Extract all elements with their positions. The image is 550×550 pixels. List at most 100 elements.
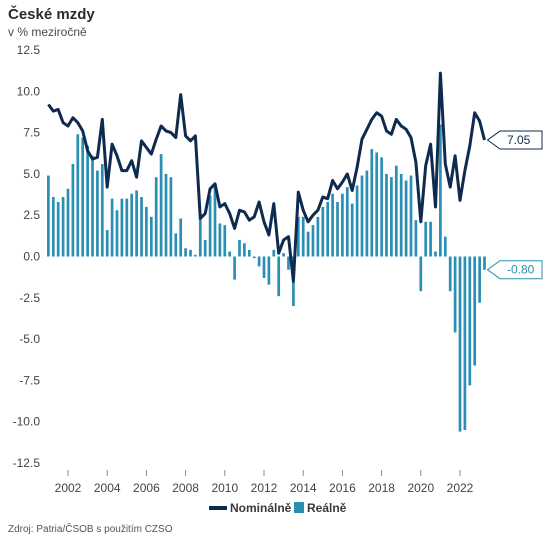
real-wage-bar: [424, 221, 428, 257]
real-wage-bar: [473, 256, 477, 366]
legend-swatch-nominal: [209, 506, 227, 510]
real-wage-bar: [145, 206, 148, 257]
legend-label-nominal: Nominálně: [230, 501, 292, 515]
legend: Nominálně Reálně: [209, 501, 347, 515]
real-wage-bar: [66, 188, 70, 257]
x-tick-label: 2018: [368, 481, 395, 495]
real-wage-bar: [247, 249, 251, 257]
real-wage-bar: [203, 239, 207, 257]
legend-swatch-real: [294, 502, 304, 513]
real-wage-bar: [81, 137, 85, 257]
real-wage-bar: [341, 193, 344, 257]
real-wage-bar: [120, 198, 124, 257]
real-wage-bar: [194, 254, 197, 257]
real-wage-bar: [169, 177, 173, 257]
real-wage-bar: [277, 256, 281, 297]
real-wage-bar: [233, 256, 236, 280]
real-wage-bar: [257, 256, 261, 267]
real-wage-bar: [149, 216, 153, 257]
real-wage-bar: [174, 233, 178, 257]
real-wage-bar: [61, 197, 65, 257]
x-tick-label: 2020: [407, 481, 434, 495]
real-wage-bar: [404, 180, 408, 257]
real-wage-bar: [448, 256, 452, 292]
x-tick-label: 2004: [94, 481, 121, 495]
source-note: Zdroj: Patria/ČSOB s použitím CZSO: [8, 524, 173, 535]
real-wage-bar: [243, 243, 246, 257]
real-wage-bar: [443, 236, 447, 257]
y-axis: 12.5 10.0 7.5 5.0 2.5 0.0 -2.5 -5.0 -7.5 -10.0 -12…: [13, 43, 41, 470]
real-wage-bar: [478, 256, 481, 303]
real-wage-bar: [238, 239, 241, 257]
real-wage-bar: [130, 193, 134, 257]
real-wage-bar: [414, 220, 418, 257]
x-tick-label: 2002: [55, 481, 82, 495]
real-wage-bar: [370, 149, 374, 257]
x-tick-label: 2008: [172, 481, 199, 495]
real-wage-bar: [321, 206, 325, 257]
real-wage-bar: [355, 185, 359, 257]
real-wage-bar: [409, 175, 413, 257]
real-wage-bar: [252, 256, 256, 259]
real-wage-bar: [51, 197, 55, 257]
real-wage-bar: [483, 256, 486, 270]
real-wage-bars: [47, 124, 486, 432]
y-tick-label: 5.0: [23, 167, 40, 181]
real-wage-bar: [380, 157, 383, 257]
y-tick-label: -10.0: [13, 415, 41, 429]
chart-title: České mzdy: [8, 6, 95, 23]
real-callout-box: [486, 260, 543, 280]
real-wage-bar: [458, 256, 462, 432]
real-callout-value: -0.80: [507, 263, 535, 277]
y-tick-label: -5.0: [19, 332, 40, 346]
x-tick-label: 2014: [290, 481, 317, 495]
real-wage-bar: [198, 213, 202, 257]
real-wage-bar: [91, 155, 94, 257]
real-wage-bar: [316, 216, 320, 257]
real-wage-bar: [164, 173, 168, 257]
real-wage-bar: [159, 154, 163, 257]
real-wage-bar: [179, 218, 183, 257]
real-wage-bar: [399, 173, 403, 257]
x-tick-label: 2010: [211, 481, 238, 495]
last-value-callouts: 7.05 -0.80: [486, 130, 543, 280]
y-tick-label: 7.5: [23, 126, 40, 140]
nominal-callout-box: [486, 130, 543, 150]
nominal-wage-line: [47, 71, 486, 283]
real-wage-bar: [468, 256, 472, 386]
y-tick-label: 2.5: [23, 208, 40, 222]
real-wage-bar: [208, 195, 212, 257]
real-wage-bar: [71, 163, 75, 257]
real-wage-bar: [394, 165, 398, 257]
real-wage-bar: [223, 225, 227, 257]
real-wage-bar: [375, 152, 379, 257]
real-wage-bar: [125, 198, 129, 257]
real-wage-bar: [86, 145, 89, 257]
real-wage-bar: [154, 177, 158, 257]
real-wage-bar: [140, 197, 143, 257]
y-tick-label: 10.0: [17, 84, 41, 98]
real-wage-bar: [218, 223, 222, 257]
real-wage-bar: [311, 225, 315, 257]
nominal-callout-value: 7.05: [507, 133, 531, 147]
y-tick-label: -12.5: [13, 456, 41, 470]
real-wage-bar: [287, 256, 290, 270]
y-tick-label: -2.5: [19, 291, 40, 305]
real-wage-bar: [262, 256, 266, 278]
real-wage-bar: [135, 190, 138, 257]
real-wage-bar: [385, 173, 388, 257]
y-tick-label: 12.5: [17, 43, 41, 57]
real-wage-bar: [350, 203, 354, 257]
real-wage-bar: [345, 187, 349, 257]
real-wage-bar: [296, 216, 300, 257]
y-tick-label: 0.0: [23, 250, 40, 264]
real-wage-bar: [282, 253, 285, 257]
real-wage-bar: [76, 134, 80, 257]
real-wage-bar: [272, 249, 276, 257]
real-wage-bar: [434, 251, 437, 257]
real-wage-bar: [306, 231, 310, 257]
real-wage-bar: [301, 216, 305, 257]
y-tick-label: -7.5: [19, 373, 40, 387]
chart-subtitle: v % meziročně: [8, 25, 87, 39]
